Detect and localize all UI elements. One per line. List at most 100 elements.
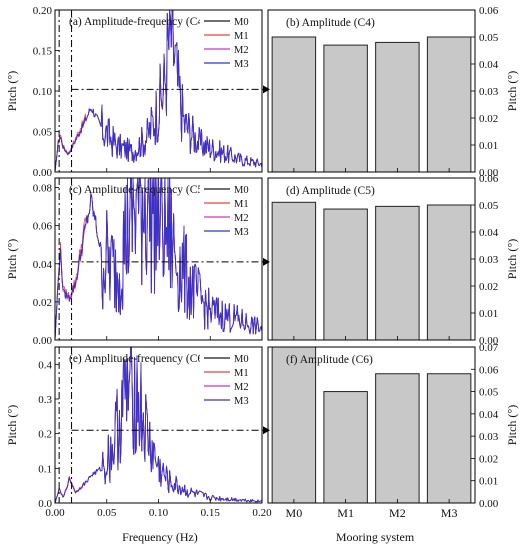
y-tick-label: 0.02 bbox=[479, 281, 498, 293]
y-tick-label: 0.07 bbox=[479, 342, 499, 354]
bar-panel-1: 0.00 0.01 0.02 0.03 0.04 0.05 0.06 Pitch (°) (b)… bbox=[267, 5, 519, 179]
panel-title: (a) Amplitude-frequency (C4) bbox=[69, 16, 207, 28]
x-tick-label: 0.05 bbox=[97, 507, 117, 519]
y-tick-label: 0.3 bbox=[38, 394, 52, 406]
legend-box bbox=[200, 182, 260, 244]
bar-M1 bbox=[323, 208, 368, 341]
panel-title: (d) Amplitude (C5) bbox=[286, 185, 375, 197]
legend-label-M1: M1 bbox=[234, 368, 249, 379]
y-axis-label: Pitch (°) bbox=[5, 405, 19, 445]
legend: M0 M1 M2 M3 bbox=[200, 182, 260, 244]
x-tick-label: M0 bbox=[286, 506, 303, 520]
bar-panel-5: M0 M1 M2 M3 0.00 0.01 0.02 0.03 0.04 0.05 0.06 0.07… bbox=[267, 342, 519, 520]
y-tick-label: 0.04 bbox=[479, 59, 499, 71]
series-line-M3 bbox=[54, 178, 263, 341]
y-tick-label: 0.0 bbox=[38, 498, 52, 510]
legend-label-M0: M0 bbox=[234, 354, 249, 365]
bar-M0 bbox=[271, 346, 317, 504]
y-axis-label: Pitch (°) bbox=[5, 71, 19, 111]
legend-box bbox=[200, 351, 260, 413]
legend-label-M1: M1 bbox=[234, 31, 249, 42]
bar-M2 bbox=[375, 205, 420, 341]
y-tick-label: 0.4 bbox=[38, 359, 52, 371]
x-tick-label: M1 bbox=[337, 506, 354, 520]
y-tick-label: 0.05 bbox=[479, 32, 499, 44]
y-tick-label: 0.00 bbox=[33, 167, 53, 179]
panel-title: (f) Amplitude (C6) bbox=[286, 354, 373, 366]
bar-M1 bbox=[323, 44, 368, 173]
line-panel-2: 0.00 0.02 0.04 0.06 0.08 Pitch (°) (c) Amplitu… bbox=[5, 177, 270, 347]
y-tick-label: 0.2 bbox=[38, 429, 52, 441]
y-tick-label: 0.01 bbox=[479, 140, 498, 152]
y-axis-label: Pitch (°) bbox=[505, 405, 519, 445]
y-tick-label: 0.05 bbox=[479, 387, 499, 399]
bar-M0 bbox=[271, 36, 317, 173]
panel-title: (b) Amplitude (C4) bbox=[286, 17, 375, 29]
y-tick-label: 0.03 bbox=[479, 86, 499, 98]
legend-label-M3: M3 bbox=[234, 227, 249, 238]
bar-M3 bbox=[426, 204, 472, 341]
legend-label-M0: M0 bbox=[234, 185, 249, 196]
bar-M2 bbox=[375, 373, 420, 504]
panel-title: (c) Amplitude-frequency (C5) bbox=[69, 184, 207, 196]
bar-M0 bbox=[271, 201, 317, 341]
bar-M2 bbox=[375, 41, 420, 173]
x-tick-label: M2 bbox=[389, 506, 406, 520]
x-tick-label: 0.00 bbox=[45, 507, 65, 519]
y-tick-label: 0.01 bbox=[479, 476, 498, 488]
legend-label-M1: M1 bbox=[234, 199, 249, 210]
y-tick-label: 0.10 bbox=[33, 86, 53, 98]
legend-label-M2: M2 bbox=[234, 45, 249, 56]
legend-label-M2: M2 bbox=[234, 382, 249, 393]
x-tick-label: 0.20 bbox=[252, 507, 272, 519]
panel-title: (e) Amplitude-frequency (C6) bbox=[69, 353, 207, 365]
y-tick-label: 0.20 bbox=[33, 5, 53, 17]
y-tick-label: 0.05 bbox=[479, 200, 499, 212]
reference-arrow bbox=[263, 426, 270, 435]
x-tick-label: 0.15 bbox=[201, 507, 221, 519]
line-panel-4: 0.0 0.1 0.2 0.3 0.4 0.00 0.05 0.10 0.15 0.20 Pitch… bbox=[5, 346, 272, 519]
y-tick-label: 0.00 bbox=[33, 335, 53, 347]
bar-M1 bbox=[323, 391, 368, 504]
y-tick-label: 0.02 bbox=[33, 297, 52, 309]
y-tick-label: 0.01 bbox=[479, 308, 498, 320]
y-tick-label: 0.06 bbox=[33, 221, 53, 233]
y-tick-label: 0.06 bbox=[479, 5, 499, 17]
y-tick-label: 0.06 bbox=[479, 364, 499, 376]
bar-M3 bbox=[426, 36, 472, 173]
legend: M0 M1 M2 M3 bbox=[200, 351, 260, 413]
y-tick-label: 0.1 bbox=[38, 463, 52, 475]
legend-label-M3: M3 bbox=[234, 59, 249, 70]
y-tick-label: 0.06 bbox=[479, 173, 499, 185]
x-tick-label: M3 bbox=[441, 506, 458, 520]
y-tick-label: 0.15 bbox=[33, 46, 53, 58]
bar-panel-3: 0.00 0.01 0.02 0.03 0.04 0.05 0.06 Pitch (°) (d)… bbox=[267, 173, 519, 347]
x-tick-label: 0.10 bbox=[149, 507, 169, 519]
y-axis-label: Pitch (°) bbox=[505, 71, 519, 111]
y-tick-label: 0.00 bbox=[479, 167, 499, 179]
x-axis-label-right: Mooring system bbox=[336, 530, 415, 544]
y-axis-label: Pitch (°) bbox=[5, 239, 19, 279]
legend-box bbox=[200, 14, 260, 76]
y-tick-label: 0.02 bbox=[479, 453, 498, 465]
reference-arrow bbox=[263, 257, 270, 266]
series-line-M3 bbox=[54, 347, 263, 504]
x-axis-label-left: Frequency (Hz) bbox=[122, 530, 198, 544]
legend-label-M3: M3 bbox=[234, 396, 249, 407]
y-tick-label: 0.03 bbox=[479, 431, 499, 443]
y-tick-label: 0.05 bbox=[33, 127, 53, 139]
series-line-M3 bbox=[54, 10, 263, 173]
y-tick-label: 0.04 bbox=[33, 259, 53, 271]
y-axis-label: Pitch (°) bbox=[505, 239, 519, 279]
legend-label-M2: M2 bbox=[234, 213, 249, 224]
legend-label-M0: M0 bbox=[234, 17, 249, 28]
y-tick-label: 0.00 bbox=[479, 498, 499, 510]
y-tick-label: 0.04 bbox=[479, 409, 499, 421]
y-tick-label: 0.04 bbox=[479, 227, 499, 239]
bar-M3 bbox=[426, 373, 472, 504]
reference-arrow bbox=[263, 85, 270, 94]
y-tick-label: 0.03 bbox=[479, 254, 499, 266]
panels: 0.00 0.05 0.10 0.15 0.20 Pitch (°) (a) Amplitu… bbox=[5, 5, 519, 520]
line-panel-0: 0.00 0.05 0.10 0.15 0.20 Pitch (°) (a) Amplitu… bbox=[5, 5, 270, 179]
